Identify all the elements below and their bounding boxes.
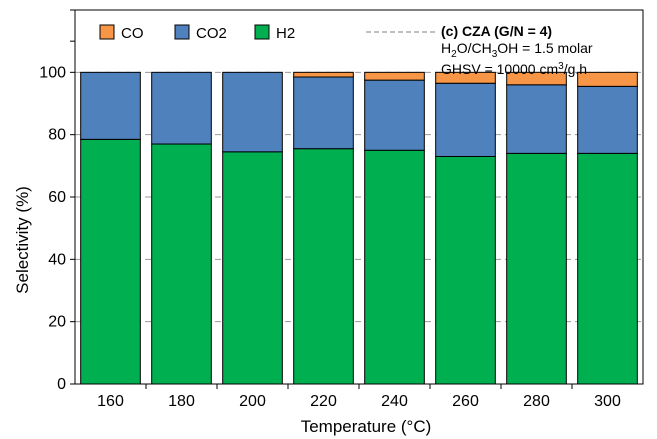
- annotation-ghsv: GHSV = 10000 cm3/g.h: [441, 61, 587, 77]
- bar-co-300: [577, 71, 638, 87]
- legend-label-co: CO: [121, 25, 144, 42]
- bars: [80, 71, 638, 385]
- bar-co2-240: [364, 79, 425, 151]
- y-axis-title: Selectivity (%): [13, 186, 32, 294]
- bar-co2-300: [577, 85, 638, 154]
- x-tick-label-280: 280: [523, 393, 550, 410]
- x-tick-label-240: 240: [381, 393, 408, 410]
- bar-co2-180: [151, 71, 212, 145]
- bar-co2-160: [80, 71, 141, 140]
- x-tick-label-300: 300: [594, 393, 621, 410]
- x-tick-label-200: 200: [239, 393, 266, 410]
- bar-co2-280: [506, 84, 567, 154]
- bar-h2-160: [80, 138, 141, 385]
- y-tick-label-80: 80: [48, 127, 66, 144]
- legend-swatch-h2: [254, 24, 270, 40]
- y-tick-label-60: 60: [48, 189, 66, 206]
- x-tick-label-220: 220: [310, 393, 337, 410]
- y-tick-label-100: 100: [39, 64, 66, 81]
- bar-co-240: [364, 71, 425, 81]
- legend-label-h2: H2: [276, 25, 295, 42]
- y-tick-label-40: 40: [48, 251, 66, 268]
- bar-h2-260: [435, 155, 496, 385]
- y-tick-label-20: 20: [48, 314, 66, 331]
- legend-label-co2: CO2: [196, 25, 227, 42]
- bar-h2-220: [293, 148, 354, 385]
- y-axis-ticks: 0 20 40 60 80 100: [39, 9, 75, 393]
- legend: CO CO2 H2: [99, 24, 295, 42]
- y-tick-label-0: 0: [57, 376, 66, 393]
- bar-co-260: [435, 71, 496, 84]
- x-axis-ticks: 160 180 200 220 240 260 280 300: [97, 384, 621, 410]
- bar-h2-300: [577, 152, 638, 385]
- bar-h2-200: [222, 151, 283, 385]
- bar-co2-260: [435, 82, 496, 157]
- x-axis-title: Temperature (°C): [301, 417, 432, 436]
- legend-swatch-co2: [174, 24, 190, 40]
- x-tick-label-160: 160: [97, 393, 124, 410]
- bar-co2-200: [222, 71, 283, 153]
- annotation-catalyst-label: (c) CZA (G/N = 4): [441, 23, 552, 39]
- x-tick-label-180: 180: [168, 393, 195, 410]
- bar-h2-280: [506, 152, 567, 385]
- bar-co2-220: [293, 76, 354, 150]
- annotation-feed-ratio: H2O/CH3OH = 1.5 molar: [441, 40, 593, 60]
- bar-co-280: [506, 71, 567, 86]
- x-tick-label-260: 260: [452, 393, 479, 410]
- bar-h2-180: [151, 143, 212, 385]
- bar-h2-240: [364, 149, 425, 385]
- annotation-block: (c) CZA (G/N = 4) H2O/CH3OH = 1.5 molar …: [366, 23, 593, 77]
- legend-swatch-co: [99, 24, 115, 40]
- bar-co-220: [293, 71, 354, 78]
